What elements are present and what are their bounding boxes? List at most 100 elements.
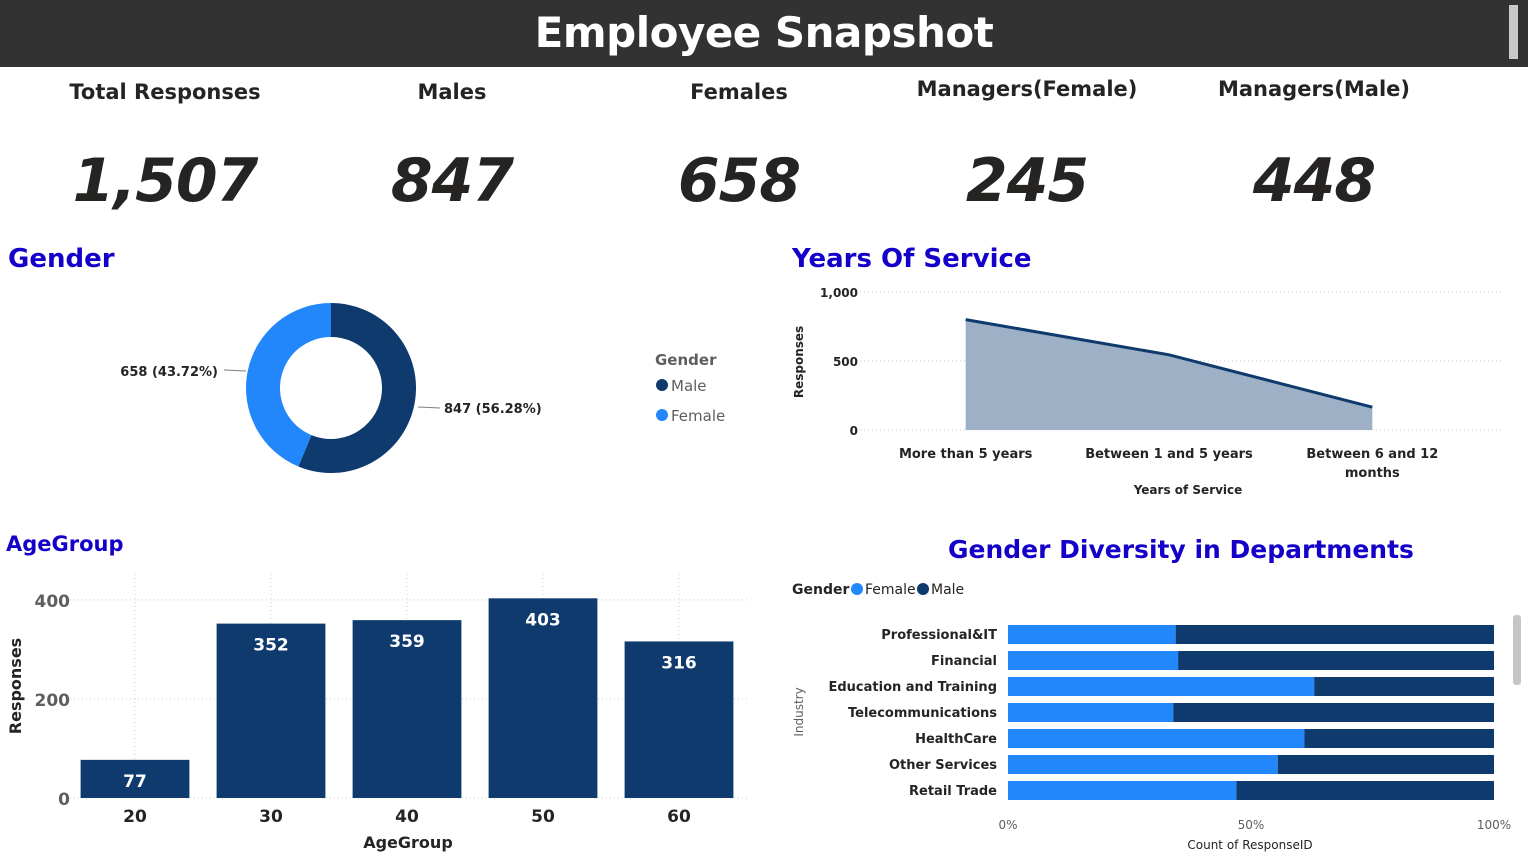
bar-segment-female[interactable] xyxy=(1008,677,1315,696)
kpi-label: Males xyxy=(417,80,487,104)
x-tick-label: 30 xyxy=(259,807,283,827)
x-tick-label: 0% xyxy=(998,818,1017,832)
bar-segment-male[interactable] xyxy=(1314,677,1494,696)
x-tick-label: 60 xyxy=(667,807,691,827)
female-data-label: 658 (43.72%) xyxy=(120,365,218,380)
kpi-value: 847 xyxy=(390,146,514,216)
y-tick-label: 200 xyxy=(35,691,71,711)
gender-chart-title: Gender xyxy=(8,244,115,274)
category-label: Financial xyxy=(931,654,997,669)
bar-segment-male[interactable] xyxy=(1178,651,1494,670)
page-scrollbar-thumb[interactable] xyxy=(1513,615,1521,685)
female-leader-line xyxy=(223,369,247,372)
kpi-males: Males 847 xyxy=(317,80,587,216)
x-axis-label: AgeGroup xyxy=(363,833,453,852)
bar-segment-male[interactable] xyxy=(1236,781,1494,800)
kpi-label: Females xyxy=(690,80,788,104)
kpi-managers-female: Managers(Female) 245 xyxy=(892,77,1162,216)
x-axis-label: Count of ResponseID xyxy=(1187,838,1312,852)
y-tick-label: 0 xyxy=(58,790,70,810)
kpi-females: Females 658 xyxy=(604,80,874,216)
area-fill[interactable] xyxy=(965,319,1373,430)
bar-segment-female[interactable] xyxy=(1008,781,1237,800)
x-tick-label: 20 xyxy=(123,807,147,827)
bar-segment-male[interactable] xyxy=(1277,755,1494,774)
x-axis-ticks: More than 5 years Between 1 and 5 years Be… xyxy=(899,447,1438,481)
y-axis-label: Responses xyxy=(792,326,806,398)
bar-segment-female[interactable] xyxy=(1008,651,1179,670)
kpi-value: 245 xyxy=(965,146,1089,216)
page-title: Employee Snapshot xyxy=(534,8,994,57)
bar-segment-male[interactable] xyxy=(1173,703,1494,722)
x-tick-label: Between 6 and 12 xyxy=(1306,447,1438,462)
y-axis-label: Responses xyxy=(6,638,25,734)
donut-slice-male[interactable] xyxy=(298,303,416,473)
x-tick-label: 50% xyxy=(1238,818,1265,832)
category-label: Other Services xyxy=(889,758,997,773)
kpi-label: Managers(Female) xyxy=(916,77,1138,101)
area-line[interactable] xyxy=(965,318,1373,409)
agegroup-chart-title: AgeGroup xyxy=(6,532,124,556)
bar-50[interactable] xyxy=(488,598,598,798)
diversity-chart-title: Gender Diversity in Departments xyxy=(948,535,1414,564)
category-label: Retail Trade xyxy=(909,784,997,799)
bar-data-label: 77 xyxy=(123,772,147,792)
male-legend-marker xyxy=(917,583,929,595)
bar-30[interactable] xyxy=(216,623,326,798)
female-legend-label[interactable]: Female xyxy=(865,582,916,598)
male-leader-line xyxy=(417,406,441,409)
report-header: Employee Snapshot xyxy=(0,0,1528,67)
x-axis-ticks: 0% 50% 100% xyxy=(998,818,1511,832)
x-tick-label: 50 xyxy=(531,807,555,827)
bar-data-label: 316 xyxy=(661,653,697,673)
bar-segment-male[interactable] xyxy=(1304,729,1494,748)
gender-legend-title: Gender xyxy=(655,351,717,369)
kpi-value: 658 xyxy=(677,146,801,216)
x-tick-label: Between 1 and 5 years xyxy=(1085,447,1253,462)
gender-diversity-stacked-bar-chart[interactable]: Gender Female Male Professional&IT Financ… xyxy=(780,570,1520,856)
y-axis-ticks: 0 500 1,000 xyxy=(820,286,858,438)
kpi-total-responses: Total Responses 1,507 xyxy=(30,80,300,216)
bar-segment-female[interactable] xyxy=(1008,729,1305,748)
bar-20[interactable] xyxy=(80,759,190,798)
years-of-service-area-chart[interactable]: 0 500 1,000 More than 5 years Between 1 and… xyxy=(780,278,1520,503)
y-axis-label: Industry xyxy=(792,687,806,736)
kpi-label: Total Responses xyxy=(69,80,261,104)
kpi-managers-male: Managers(Male) 448 xyxy=(1179,77,1449,216)
kpi-value: 1,507 xyxy=(72,146,259,216)
category-label: HealthCare xyxy=(915,732,997,747)
donut-slices[interactable] xyxy=(245,303,416,473)
gender-donut-chart[interactable]: 658 (43.72%) 847 (56.28%) Gender Male Fe… xyxy=(0,280,760,500)
bar-40[interactable] xyxy=(352,620,462,798)
kpi-value: 448 xyxy=(1252,146,1376,216)
x-tick-label: 100% xyxy=(1477,818,1511,832)
years-of-service-chart-title: Years Of Service xyxy=(792,244,1032,274)
female-legend-marker xyxy=(851,583,863,595)
bar-segment-female[interactable] xyxy=(1008,755,1278,774)
category-label: Telecommunications xyxy=(848,706,997,721)
stacked-bars[interactable]: Professional&IT Financial Education and Tr… xyxy=(828,625,1494,800)
y-tick-label: 500 xyxy=(833,355,858,369)
donut-slice-female[interactable] xyxy=(245,303,331,467)
diversity-legend-title: Gender xyxy=(792,582,849,598)
bar-data-label: 403 xyxy=(525,610,561,630)
bar-data-label: 352 xyxy=(253,636,289,656)
y-tick-label: 1,000 xyxy=(820,286,858,300)
x-tick-label: 40 xyxy=(395,807,419,827)
female-legend-label[interactable]: Female xyxy=(671,407,725,425)
agegroup-bar-chart[interactable]: 0 200 400 77 352 359 403 316 20 30 40 50 60 AgeGro… xyxy=(0,570,760,856)
bar-segment-female[interactable] xyxy=(1008,625,1176,644)
bar-segment-male[interactable] xyxy=(1175,625,1494,644)
female-legend-marker xyxy=(656,409,668,421)
y-tick-label: 400 xyxy=(35,592,71,612)
bar-segment-female[interactable] xyxy=(1008,703,1174,722)
x-tick-label: months xyxy=(1345,466,1400,481)
bar-60[interactable] xyxy=(624,641,734,798)
bars[interactable]: 77 352 359 403 316 xyxy=(80,598,734,798)
header-scrollbar[interactable] xyxy=(1509,5,1518,59)
y-axis-ticks: 0 200 400 xyxy=(35,592,71,810)
category-label: Education and Training xyxy=(828,680,997,695)
category-label: Professional&IT xyxy=(881,628,997,643)
male-legend-label[interactable]: Male xyxy=(671,377,707,395)
male-legend-label[interactable]: Male xyxy=(931,582,964,598)
